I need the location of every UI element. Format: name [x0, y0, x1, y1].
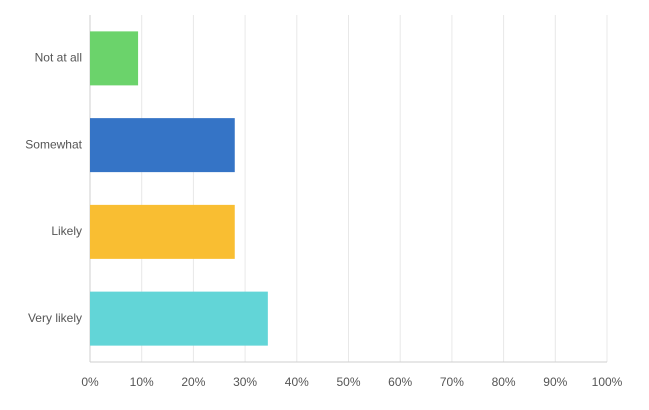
x-tick-label: 60% [388, 375, 412, 389]
x-tick-label: 100% [592, 375, 623, 389]
x-tick-label: 90% [543, 375, 567, 389]
x-tick-label: 20% [181, 375, 205, 389]
bar [90, 31, 139, 86]
y-tick-label: Likely [51, 224, 82, 238]
bar [90, 204, 235, 259]
x-tick-label: 30% [233, 375, 257, 389]
x-tick-label: 50% [336, 375, 360, 389]
x-tick-label: 80% [492, 375, 516, 389]
x-tick-label: 0% [81, 375, 99, 389]
y-tick-label: Very likely [28, 311, 82, 325]
y-tick-label: Not at all [35, 51, 82, 65]
x-tick-label: 70% [440, 375, 464, 389]
bar [90, 291, 268, 346]
y-tick-label: Somewhat [25, 137, 82, 151]
bar [90, 118, 235, 173]
x-tick-label: 40% [285, 375, 309, 389]
x-tick-label: 10% [130, 375, 154, 389]
